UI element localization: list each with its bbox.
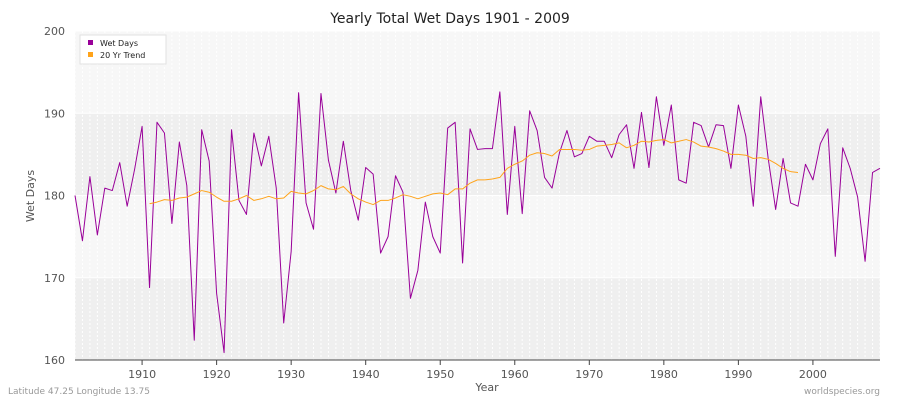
legend-swatch-wet-days <box>88 40 93 45</box>
x-axis-label: Year <box>474 381 499 394</box>
y-tick-label: 160 <box>44 354 65 367</box>
y-axis: 160 170 180 190 200 <box>44 25 65 367</box>
trend-series-line <box>149 139 799 206</box>
x-tick-label: 1970 <box>575 368 603 381</box>
x-tick-label: 1910 <box>128 368 156 381</box>
plot-band <box>75 113 880 196</box>
x-tick-label: 1980 <box>650 368 678 381</box>
y-axis-label: Wet Days <box>24 170 37 223</box>
legend: Wet Days 20 Yr Trend <box>79 34 167 65</box>
series-lines <box>74 91 881 354</box>
x-tick-label: 1950 <box>426 368 454 381</box>
x-tick-label: 1940 <box>352 368 380 381</box>
y-tick-label: 200 <box>44 25 65 38</box>
y-tick-label: 180 <box>44 190 65 203</box>
x-tick-label: 2000 <box>799 368 827 381</box>
footer-source: worldspecies.org <box>804 387 880 397</box>
legend-box <box>79 34 167 65</box>
x-tick-label: 1920 <box>203 368 231 381</box>
x-tick-label: 1960 <box>501 368 529 381</box>
legend-label-wet-days: Wet Days <box>100 39 138 48</box>
chart-title: Yearly Total Wet Days 1901 - 2009 <box>329 11 570 27</box>
x-tick-label: 1930 <box>277 368 305 381</box>
footer-coordinates: Latitude 47.25 Longitude 13.75 <box>8 387 150 397</box>
x-tick-label: 1990 <box>724 368 752 381</box>
x-axis: 1910 1920 1930 1940 1950 1960 1970 1980 1990 2000 <box>75 359 880 381</box>
y-tick-label: 170 <box>44 272 65 285</box>
legend-label-trend: 20 Yr Trend <box>100 51 145 60</box>
wet-days-series-line <box>74 91 881 354</box>
y-tick-label: 190 <box>44 107 65 120</box>
legend-swatch-trend <box>88 52 93 57</box>
